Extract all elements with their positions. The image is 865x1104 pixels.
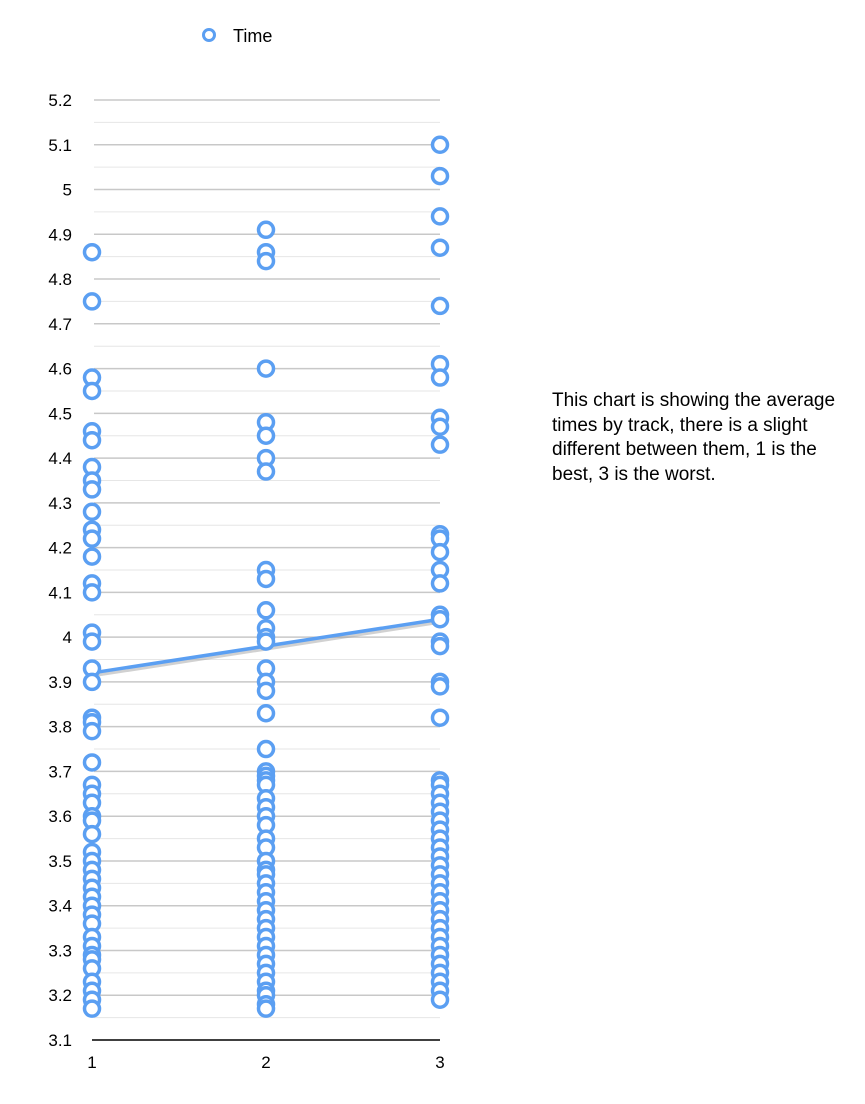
legend-marker <box>202 28 216 42</box>
data-point <box>430 207 450 226</box>
y-tick-label: 3.8 <box>48 718 72 737</box>
data-point <box>256 220 276 240</box>
data-point <box>256 462 276 481</box>
y-tick-label: 4.6 <box>48 360 72 379</box>
y-tick-label: 3.9 <box>48 673 72 692</box>
y-tick-label: 4.8 <box>48 270 72 289</box>
data-point <box>82 529 102 548</box>
data-point <box>82 583 102 602</box>
data-point <box>430 636 450 656</box>
data-point <box>82 502 102 522</box>
data-point <box>82 999 102 1018</box>
x-tick-label: 2 <box>261 1053 270 1072</box>
data-point <box>256 739 276 759</box>
data-point <box>430 677 450 696</box>
data-point <box>430 542 450 562</box>
data-point <box>430 574 450 593</box>
data-point <box>256 632 276 651</box>
y-axis-tick-labels: 3.1 3.2 3.3 3.4 3.5 3.6 3.7 3.8 3.9 4 4.1 4.2 4.3 4.4… <box>48 91 72 1050</box>
series-time-points <box>82 135 450 1018</box>
data-point <box>430 417 450 437</box>
y-tick-label: 5.1 <box>48 136 72 155</box>
data-point <box>82 480 102 499</box>
data-point <box>430 609 450 629</box>
data-point <box>430 135 450 155</box>
data-point <box>82 242 102 262</box>
y-tick-label: 4.1 <box>48 583 72 602</box>
y-tick-label: 5 <box>63 181 72 200</box>
y-tick-label: 4.5 <box>48 404 72 423</box>
y-tick-label: 3.2 <box>48 986 72 1005</box>
y-tick-label: 3.5 <box>48 852 72 871</box>
y-tick-label: 4.9 <box>48 225 72 244</box>
data-point <box>256 359 276 378</box>
chart-annotation-text: This chart is showing the average times … <box>552 390 836 485</box>
data-point <box>430 166 450 186</box>
y-tick-label: 4.2 <box>48 539 72 558</box>
data-point <box>82 632 102 651</box>
y-tick-label: 4.4 <box>48 449 72 468</box>
y-tick-label: 3.7 <box>48 762 72 781</box>
data-point <box>82 430 102 450</box>
x-axis-tick-labels: 1 2 3 <box>87 1053 444 1072</box>
data-point <box>430 708 450 727</box>
data-point <box>256 426 276 445</box>
x-tick-label: 3 <box>435 1053 444 1072</box>
data-point <box>430 296 450 316</box>
x-tick-label: 1 <box>87 1053 96 1072</box>
legend-label-time: Time <box>233 26 272 46</box>
data-point <box>256 703 276 723</box>
data-point <box>82 292 102 311</box>
data-point <box>256 999 276 1018</box>
y-tick-label: 5.2 <box>48 91 72 110</box>
y-tick-label: 3.1 <box>48 1031 72 1050</box>
data-point <box>82 824 102 844</box>
data-point <box>430 368 450 387</box>
data-point <box>256 601 276 620</box>
data-point <box>82 547 102 566</box>
data-point <box>430 238 450 257</box>
y-tick-label: 4.3 <box>48 494 72 513</box>
data-point <box>256 569 276 589</box>
y-tick-label: 3.6 <box>48 807 72 826</box>
data-point <box>82 721 102 741</box>
y-tick-label: 4.7 <box>48 315 72 334</box>
legend: Time <box>202 26 272 46</box>
data-point <box>82 381 102 401</box>
data-point <box>430 435 450 454</box>
data-point <box>82 753 102 772</box>
data-point <box>430 990 450 1009</box>
y-tick-label: 4 <box>63 628 72 647</box>
data-point <box>82 672 102 692</box>
data-point <box>256 681 276 701</box>
y-tick-label: 3.3 <box>48 941 72 960</box>
y-tick-label: 3.4 <box>48 897 72 916</box>
data-point <box>256 251 276 271</box>
